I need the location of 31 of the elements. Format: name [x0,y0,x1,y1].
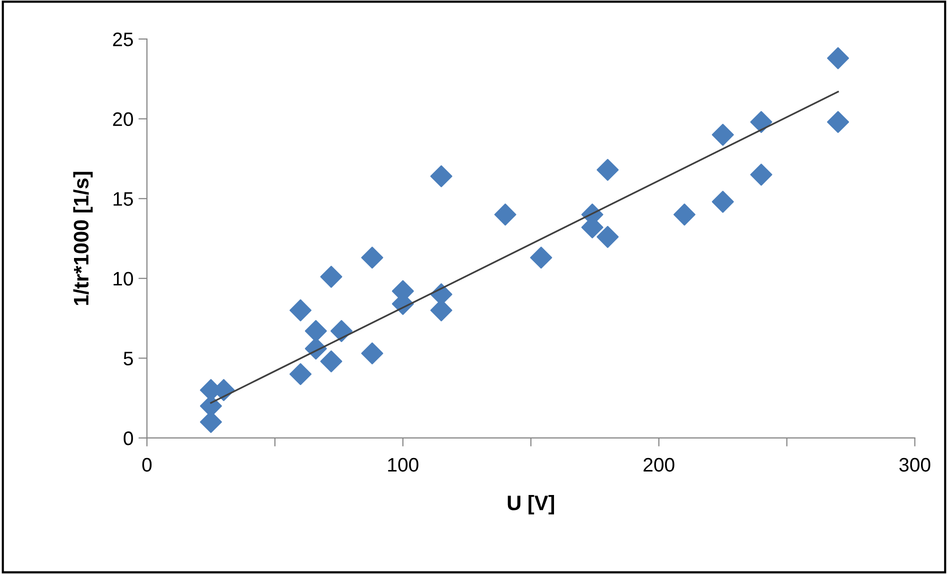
point [712,190,734,213]
point [330,320,352,342]
point [827,47,850,70]
point [750,164,772,186]
y-tick-label: 20 [113,112,133,126]
x-tick-label: 300 [899,458,930,472]
point [290,363,312,386]
x-tick-label: 100 [388,458,418,472]
y-tick-label: 0 [124,431,133,446]
x-axis-title: U [V] [508,494,554,514]
point [430,165,452,188]
point [712,124,734,146]
x-tick-label: 0 [142,458,152,472]
y-axis-title: 1/tr*1000 [1/s] [73,172,93,305]
point [320,266,342,288]
point [596,158,619,181]
point [494,204,516,226]
point [673,204,696,226]
point [320,350,342,372]
x-tick-label: 200 [644,458,674,472]
y-tick-label: 25 [113,32,133,46]
y-tick-label: 5 [124,352,133,366]
point [361,246,384,269]
y-tick-label: 15 [114,192,133,206]
point [530,246,552,269]
y-tick-label: 10 [114,272,133,286]
point [361,342,384,364]
point [827,111,850,134]
point [596,226,619,248]
point [290,299,312,322]
point [750,111,772,134]
